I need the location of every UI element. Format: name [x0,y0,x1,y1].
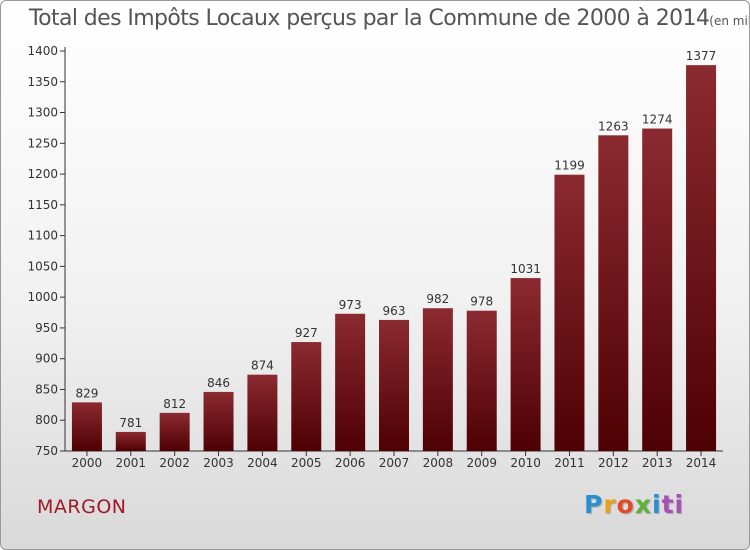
y-tick-label: 800 [35,413,58,427]
data-label-2007: 963 [383,304,406,318]
bar-2014[interactable] [686,65,717,452]
bar-2006[interactable] [335,313,366,451]
bar-2002[interactable] [159,412,190,451]
data-label-2014: 1377 [686,49,717,63]
data-label-2006: 973 [339,298,362,312]
bars: 829 781 812 846 874 927 973 963 982 978 1031 1199 12… [71,49,717,452]
x-tick-label-2001: 2001 [116,456,147,470]
x-tick-label-2002: 2002 [159,456,190,470]
logo-letter: i [652,490,662,519]
data-label-2011: 1199 [554,159,585,173]
data-label-2008: 982 [426,292,449,306]
data-label-2000: 829 [75,386,98,400]
logo-letter: o [616,490,635,519]
data-label-2012: 1263 [598,119,629,133]
y-tick-label: 1200 [27,167,58,181]
bar-2001[interactable] [115,431,146,451]
y-tick-label: 1100 [27,229,58,243]
y-tick-label: 1150 [27,198,58,212]
chart-unit: (en milliers d'€) [709,14,749,28]
y-axis: 750 800 850 900 950 1000 1050 1100 1150 1200 1250 1… [27,44,66,458]
logo-letter: x [634,490,652,519]
x-tick-label-2013: 2013 [642,456,673,470]
data-label-2010: 1031 [510,262,541,276]
data-label-2002: 812 [163,397,186,411]
commune-name: MARGON [37,496,127,518]
bar-2013[interactable] [642,128,673,451]
x-axis: 2000 2001 2002 2003 2004 2005 2006 2007 2008 2009… [65,450,723,470]
y-tick-label: 750 [35,444,58,458]
x-tick-label-2011: 2011 [554,456,585,470]
data-label-2004: 874 [251,359,274,373]
x-tick-label-2005: 2005 [291,456,322,470]
bar-2009[interactable] [466,310,497,451]
y-tick-label: 1300 [27,106,58,120]
x-tick-label-2000: 2000 [72,456,103,470]
x-tick-label-2008: 2008 [423,456,454,470]
y-tick-label: 950 [35,321,58,335]
logo-letter: r [603,490,617,519]
y-tick-label: 1050 [27,259,58,273]
y-tick-label: 850 [35,382,58,396]
x-tick-label-2010: 2010 [510,456,541,470]
logo-letter: P [584,490,604,519]
y-tick-label: 1000 [27,290,58,304]
bar-2008[interactable] [422,308,453,451]
y-tick-label: 1350 [27,75,58,89]
y-tick-label: 1400 [27,44,58,58]
data-label-2009: 978 [470,295,493,309]
chart-title: Total des Impôts Locaux perçus par la Co… [29,6,749,31]
x-tick-label-2006: 2006 [335,456,366,470]
y-tick-label: 900 [35,352,58,366]
data-label-2003: 846 [207,376,230,390]
x-tick-label-2004: 2004 [247,456,278,470]
bar-2011[interactable] [554,174,585,451]
x-tick-label-2012: 2012 [598,456,629,470]
x-tick-label-2007: 2007 [379,456,410,470]
data-label-2005: 927 [295,326,318,340]
bar-2007[interactable] [379,319,409,451]
bar-2000[interactable] [71,402,102,451]
x-tick-label-2003: 2003 [203,456,234,470]
logo-letter: ti [661,490,685,519]
y-tick-label: 1250 [27,136,58,150]
chart-title-text: Total des Impôts Locaux perçus par la Co… [29,6,710,31]
x-tick-label-2014: 2014 [686,456,717,470]
x-tick-label-2009: 2009 [466,456,497,470]
bar-2010[interactable] [510,278,541,451]
bar-2012[interactable] [598,135,629,452]
bar-2003[interactable] [203,391,234,451]
data-label-2001: 781 [119,416,142,430]
bar-2004[interactable] [247,374,278,451]
data-label-2013: 1274 [642,113,673,127]
bar-2005[interactable] [291,342,322,451]
proxiti-logo[interactable]: Proxiti [584,490,684,519]
